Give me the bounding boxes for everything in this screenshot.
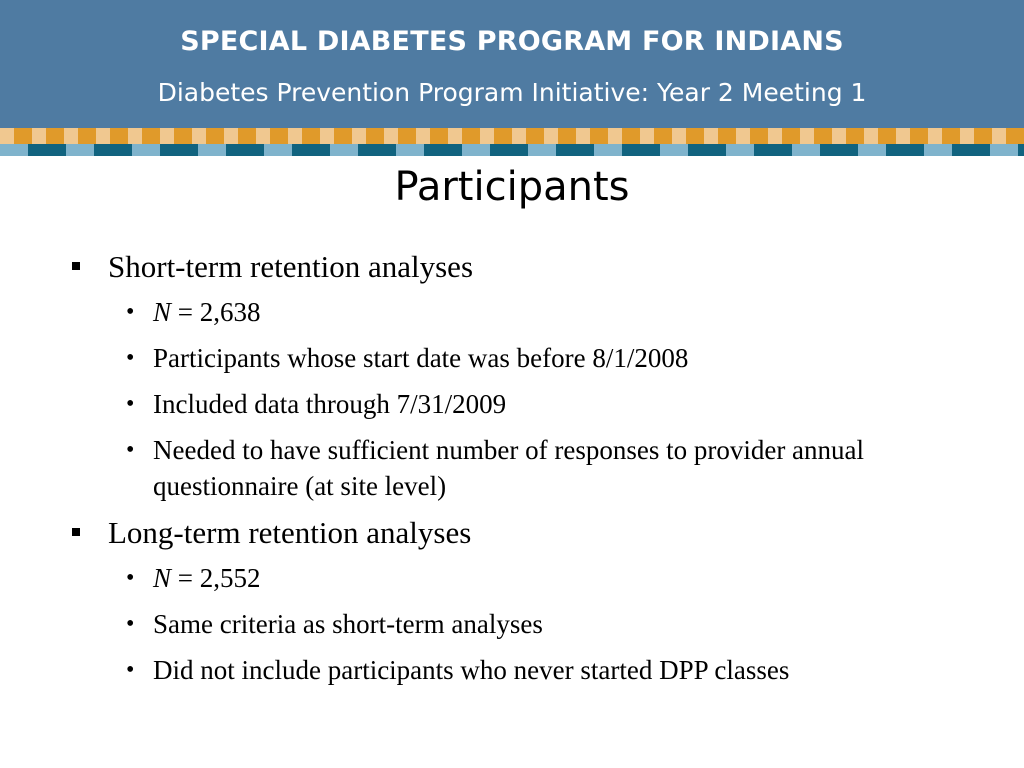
short-term-subitems: • N = 2,638 • Participants whose start d… bbox=[70, 294, 970, 504]
square-bullet-icon bbox=[72, 262, 80, 270]
list-item: • Needed to have sufficient number of re… bbox=[70, 432, 970, 504]
list-item-text: Same criteria as short-term analyses bbox=[153, 609, 543, 639]
long-term-subitems: • N = 2,552 • Same criteria as short-ter… bbox=[70, 560, 970, 688]
section-heading: Long-term retention analyses bbox=[108, 515, 472, 550]
n-label: N bbox=[153, 297, 172, 327]
slide-title: Participants bbox=[394, 164, 630, 210]
bullet-dot-icon: • bbox=[126, 437, 135, 463]
n-label: N bbox=[153, 563, 172, 593]
bullet-long-term: Long-term retention analyses bbox=[70, 514, 970, 552]
list-item-text: Did not include participants who never s… bbox=[153, 655, 790, 685]
header-title: SPECIAL DIABETES PROGRAM FOR INDIANS bbox=[180, 26, 844, 57]
list-item-text: Participants whose start date was before… bbox=[153, 343, 689, 373]
bullet-dot-icon: • bbox=[126, 565, 135, 591]
header-subtitle: Diabetes Prevention Program Initiative: … bbox=[157, 78, 867, 107]
list-item: • N = 2,638 bbox=[70, 294, 970, 330]
bullet-dot-icon: • bbox=[126, 299, 135, 325]
list-item: • Participants whose start date was befo… bbox=[70, 340, 970, 376]
square-bullet-icon bbox=[72, 528, 80, 536]
list-item: • N = 2,552 bbox=[70, 560, 970, 596]
n-value: = 2,638 bbox=[171, 297, 261, 327]
bullet-dot-icon: • bbox=[126, 345, 135, 371]
bullet-short-term: Short-term retention analyses bbox=[70, 248, 970, 286]
bullet-dot-icon: • bbox=[126, 391, 135, 417]
slide-content: Short-term retention analyses • N = 2,63… bbox=[70, 248, 970, 698]
list-item: • Included data through 7/31/2009 bbox=[70, 386, 970, 422]
decorative-stripe-blue bbox=[0, 144, 1024, 156]
decorative-stripe-orange bbox=[0, 128, 1024, 144]
n-value: = 2,552 bbox=[171, 563, 261, 593]
bullet-dot-icon: • bbox=[126, 657, 135, 683]
list-item-text: Needed to have sufficient number of resp… bbox=[153, 435, 865, 501]
slide-header: SPECIAL DIABETES PROGRAM FOR INDIANS Dia… bbox=[0, 0, 1024, 128]
list-item: • Did not include participants who never… bbox=[70, 652, 970, 688]
list-item: • Same criteria as short-term analyses bbox=[70, 606, 970, 642]
bullet-dot-icon: • bbox=[126, 611, 135, 637]
section-heading: Short-term retention analyses bbox=[108, 249, 474, 284]
list-item-text: Included data through 7/31/2009 bbox=[153, 389, 507, 419]
